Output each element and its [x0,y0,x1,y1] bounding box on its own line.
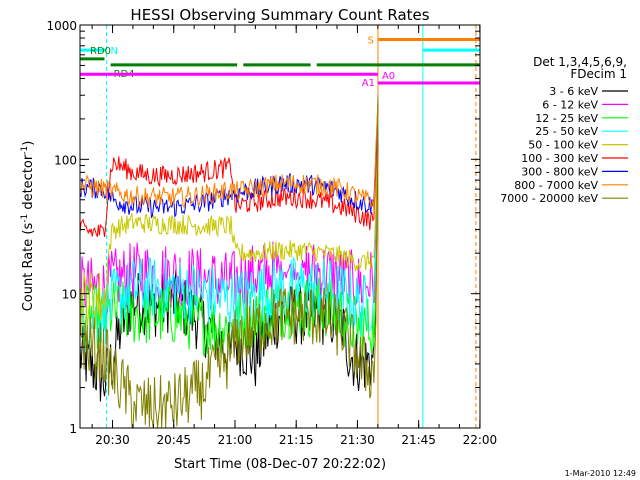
flag-label-a1: A1 [362,78,375,89]
y-tick-label-0: 1 [69,422,77,436]
legend-label-2: 12 - 25 keV [535,112,598,125]
y-tick-label-2: 100 [54,153,77,167]
flag-label-rd0: RD0 [90,46,111,57]
chart-title: HESSI Observing Summary Count Rates [130,6,429,24]
legend-label-3: 25 - 50 keV [535,125,598,138]
plot-area: NRD0RD4SA1A0 [79,25,480,429]
series-line-1 [79,120,379,319]
x-tick-label-4: 21:30 [340,433,375,447]
legend-label-6: 300 - 800 keV [521,165,598,178]
flag-label-a0: A0 [382,71,395,82]
y-label-end: ) [21,141,36,146]
series-line-3 [79,111,379,353]
legend-header-line-1: Det 1,3,4,5,6,9, [533,55,627,69]
series-line-6 [79,101,379,219]
flag-label-n: N [111,46,118,57]
footer-timestamp: 1-Mar-2010 12:49 [565,469,636,478]
x-tick-label-2: 21:00 [218,433,253,447]
legend-label-8: 7000 - 20000 keV [500,192,598,205]
series-line-7 [79,98,379,212]
y-label-mid: detector [21,154,36,214]
legend-header-line-2: FDecim 1 [570,67,627,81]
y-tick-label-3: 1000 [46,19,77,33]
series-line-4 [79,108,379,332]
legend-label-7: 800 - 7000 keV [514,179,598,192]
legend-label-0: 3 - 6 keV [549,85,598,98]
x-tick-label-1: 20:45 [156,433,191,447]
legend-label-4: 50 - 100 keV [528,139,598,152]
legend-label-5: 100 - 300 keV [521,152,598,165]
y-label-sup1: -1 [20,214,30,223]
axes: 20:30 20:45 21:00 21:15 21:30 21:45 22:00 1 10 10… [46,19,497,447]
x-axis-label: Start Time (08-Dec-07 20:22:02) [174,457,386,472]
flag-label-s: S [368,35,374,46]
y-tick-label-1: 10 [62,288,77,302]
series-line-5 [79,104,379,238]
legend-label-1: 6 - 12 keV [542,98,598,111]
x-tick-label-6: 22:00 [463,433,498,447]
series-line-8 [79,95,379,429]
y-label-main: Count Rate (s [21,223,36,312]
plot-frame [79,24,481,429]
x-tick-label-0: 20:30 [95,433,130,447]
y-label-sup2: -1 [20,146,30,155]
x-tick-label-3: 21:15 [279,433,314,447]
y-axis-label: Count Rate (s-1 detector-1) [20,141,36,312]
x-tick-label-5: 21:45 [401,433,436,447]
